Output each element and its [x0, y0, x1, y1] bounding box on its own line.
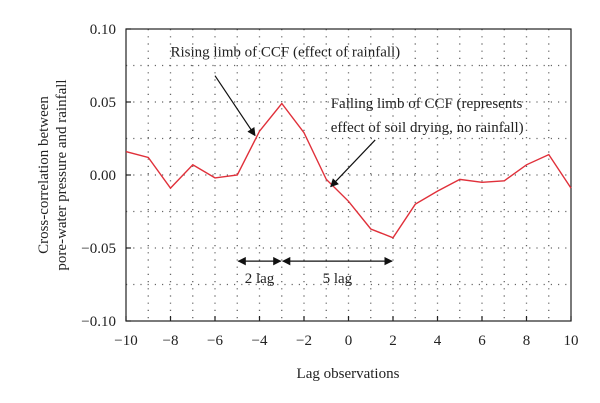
x-tick-label: 6 [478, 333, 486, 349]
y-tick-label: −0.05 [81, 241, 116, 257]
x-tick-label: 4 [434, 333, 442, 349]
x-tick-label: −4 [252, 333, 268, 349]
annotation-falling-limb-line-2: effect of soil drying, no rainfall) [331, 120, 524, 136]
plot-frame [125, 28, 572, 322]
y-tick-label: 0.10 [90, 22, 116, 38]
series-group [125, 102, 572, 239]
x-tick-label: −10 [114, 333, 137, 349]
x-tick-label: 8 [523, 333, 531, 349]
arrow-falling-limb [330, 139, 376, 188]
y-axis-title-line-1: Cross-correlation between [36, 96, 52, 254]
x-tick-label: 0 [345, 333, 353, 349]
x-tick-label: −2 [296, 333, 312, 349]
x-tick-label: 2 [389, 333, 397, 349]
y-tick-label: 0.00 [90, 168, 116, 184]
y-tick-label: 0.05 [90, 95, 116, 111]
arrow-rising-limb [214, 75, 256, 137]
y-axis-title: Cross-correlation between pore-water pre… [36, 79, 70, 270]
y-tick-label: −0.10 [81, 314, 116, 330]
y-axis-title-line-2: pore-water pressure and rainfall [54, 79, 70, 270]
x-tick-label: −6 [207, 333, 223, 349]
x-tick-label: 10 [564, 333, 579, 349]
annotations: Rising limb of CCF (effect of rainfall) … [171, 45, 524, 287]
x-tick-label: −8 [163, 333, 179, 349]
y-tick-labels: 0.10 0.05 0.00 −0.05 −0.10 [81, 22, 116, 330]
x-axis-title: Lag observations [297, 366, 400, 382]
x-tick-labels: −10 −8 −6 −4 −2 0 2 4 6 8 10 [114, 333, 578, 349]
annotation-falling-limb-line-1: Falling limb of CCF (represents [331, 96, 523, 112]
annotation-rising-limb: Rising limb of CCF (effect of rainfall) [171, 45, 401, 61]
label-5-lag: 5 lag [323, 271, 353, 287]
ccf-series-line [125, 102, 572, 239]
label-2-lag: 2 lag [245, 271, 275, 287]
